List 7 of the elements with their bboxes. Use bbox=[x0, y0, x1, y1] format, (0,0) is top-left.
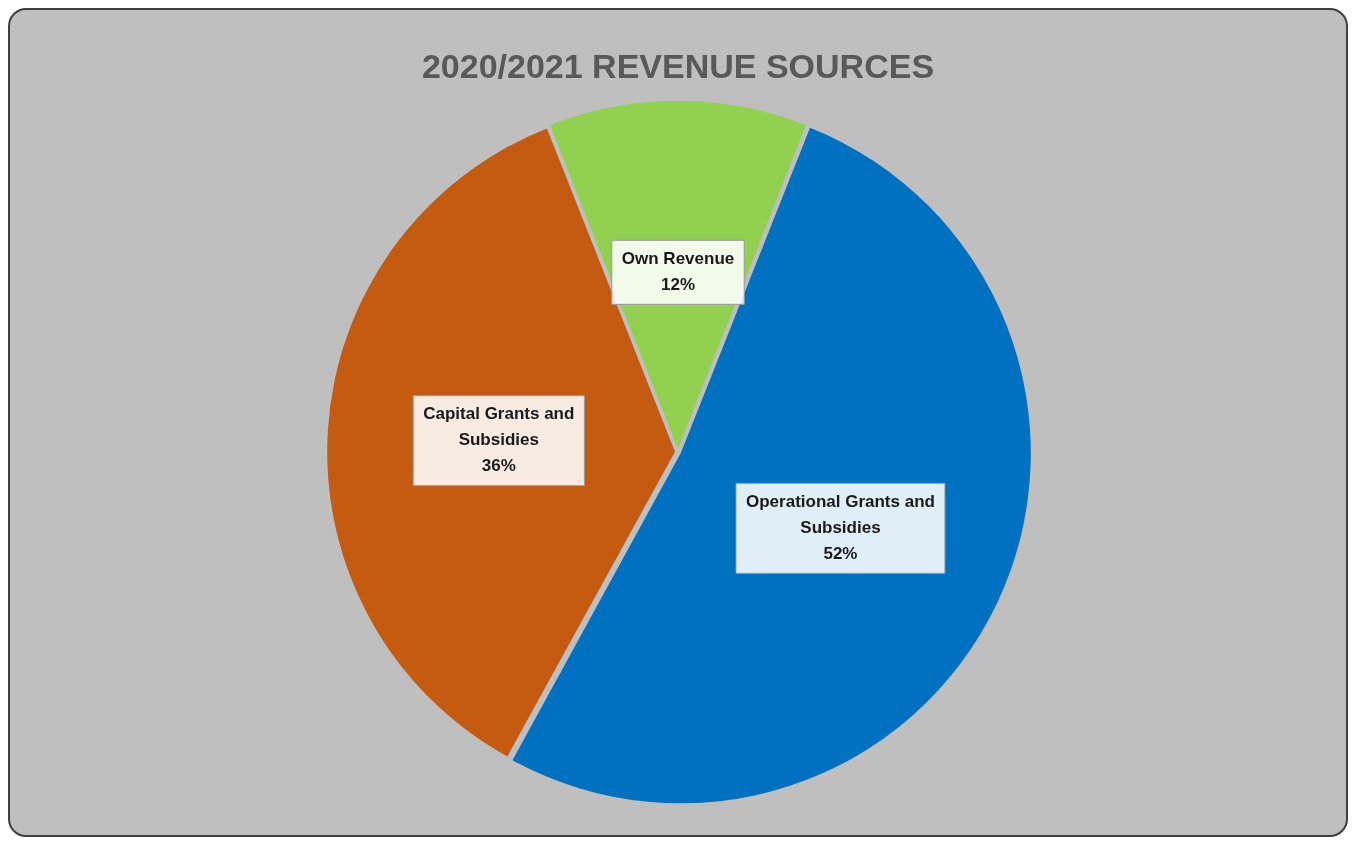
data-label: 52% bbox=[823, 544, 858, 564]
data-label: 36% bbox=[481, 456, 516, 476]
slice-label: Own Revenue bbox=[621, 249, 735, 269]
slice-label: Capital Grants and Subsidies bbox=[423, 404, 575, 450]
chart-title: 2020/2021 REVENUE SOURCES bbox=[421, 46, 935, 85]
slice-label: Operational Grants and Subsidies bbox=[745, 492, 935, 538]
data-label: 12% bbox=[660, 275, 696, 295]
